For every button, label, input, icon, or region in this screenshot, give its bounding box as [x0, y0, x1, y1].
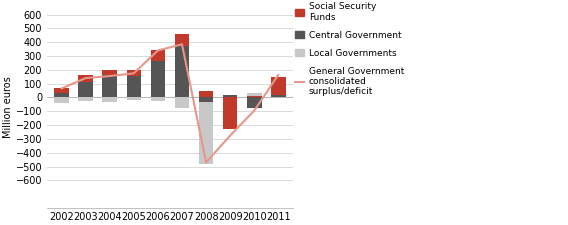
Bar: [199, 97, 214, 102]
Bar: [78, 97, 93, 101]
Bar: [151, 50, 165, 61]
Bar: [247, 97, 261, 108]
Bar: [102, 75, 117, 97]
Bar: [127, 70, 141, 76]
Bar: [175, 34, 189, 46]
Bar: [247, 96, 261, 97]
Bar: [199, 90, 214, 97]
Bar: [223, 95, 237, 97]
Y-axis label: Million euros: Million euros: [3, 76, 12, 138]
Bar: [175, 46, 189, 97]
Bar: [271, 77, 286, 95]
Legend: Social Security
Funds, Central Government, Local Governments, General Government: Social Security Funds, Central Governmen…: [295, 2, 404, 97]
Bar: [55, 97, 69, 103]
Bar: [223, 97, 237, 103]
Bar: [102, 97, 117, 102]
Bar: [199, 97, 214, 164]
Bar: [127, 97, 141, 100]
Bar: [78, 82, 93, 97]
Bar: [223, 97, 237, 129]
Bar: [55, 88, 69, 93]
Bar: [151, 61, 165, 97]
Bar: [247, 93, 261, 97]
Bar: [127, 76, 141, 97]
Bar: [102, 70, 117, 75]
Bar: [175, 97, 189, 108]
Bar: [271, 95, 286, 97]
Bar: [55, 93, 69, 97]
Bar: [78, 75, 93, 82]
Bar: [151, 97, 165, 101]
Bar: [271, 93, 286, 97]
